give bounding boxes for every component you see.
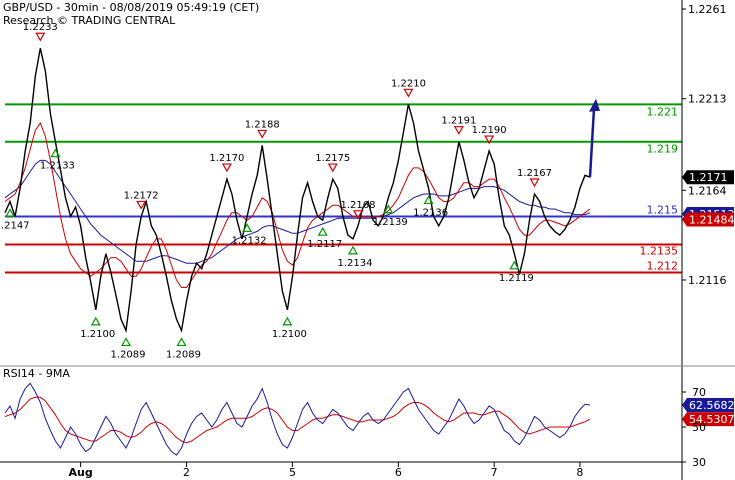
swing-low-label: 1.2089 <box>111 349 146 360</box>
swing-high-marker <box>327 163 338 173</box>
rsi-y-tick-label: 70 <box>692 386 706 399</box>
swing-low-label: 1.2134 <box>337 258 372 269</box>
x-tick-label: 8 <box>576 466 583 479</box>
swing-high-marker <box>35 32 46 42</box>
swing-high-marker <box>352 210 364 220</box>
x-tick-label: 5 <box>289 466 296 479</box>
swing-low-marker <box>282 316 293 326</box>
swing-low-label: 1.2139 <box>373 217 408 228</box>
swing-high-marker <box>453 126 464 135</box>
swing-high-label: 1.2190 <box>472 125 507 136</box>
swing-low-marker <box>242 223 253 233</box>
price-tag: 1.2171 <box>689 171 728 184</box>
rsi-tag-bg <box>682 398 734 413</box>
level-label-support-12135: 1.2135 <box>640 244 679 257</box>
swing-low-label: 1.2100 <box>80 329 115 340</box>
chart-header-line1: GBP/USD - 30min - 08/08/2019 05:49:19 (C… <box>3 1 260 14</box>
forecast-arrow-shaft <box>588 108 596 178</box>
swing-low-marker <box>90 316 101 326</box>
swing-high-marker <box>257 129 268 139</box>
swing-low-label: 1.2132 <box>232 235 267 246</box>
swing-low-marker <box>383 204 394 214</box>
swing-low-label: 1.2089 <box>166 349 201 360</box>
y-tick-label: 1.2213 <box>688 93 727 106</box>
x-tick-label: 6 <box>395 466 402 479</box>
swing-low-marker <box>317 226 328 236</box>
forecast-arrow-head <box>589 98 600 112</box>
swing-high-label: 1.2188 <box>245 119 280 130</box>
x-tick-label: 7 <box>491 466 498 479</box>
y-tick-label: 1.2116 <box>688 274 727 287</box>
swing-high-marker <box>529 178 540 188</box>
swing-low-label: 1.2119 <box>499 273 534 284</box>
swing-high-marker <box>136 200 147 210</box>
swing-high-label: 1.2210 <box>391 78 426 89</box>
level-label-pivot-1215: 1.215 <box>647 203 679 216</box>
swing-low-label: 1.2133 <box>40 161 75 172</box>
rsi-tag: 54.5307 <box>689 413 735 426</box>
swing-high-marker <box>221 163 232 173</box>
chart-header-line2: Research © TRADING CENTRAL <box>3 14 176 27</box>
swing-low-marker <box>50 148 61 158</box>
swing-low-marker <box>509 260 520 270</box>
price-tag-bg <box>682 170 734 185</box>
y-tick-label: 1.2261 <box>688 3 727 16</box>
rsi-y-tick-label: 50 <box>692 421 706 434</box>
swing-high-marker <box>484 135 495 145</box>
rsi-tag-bg <box>682 412 734 427</box>
rsi-ma-line <box>4 396 591 444</box>
rsi-y-tick-label: 30 <box>692 456 706 469</box>
swing-low-marker <box>121 337 132 347</box>
swing-high-label: 1.2167 <box>517 168 552 179</box>
price-line <box>4 48 591 334</box>
swing-high-label: 1.2170 <box>209 153 244 164</box>
x-tick-label: 2 <box>183 466 190 479</box>
level-label-resistance-1221: 1.221 <box>647 105 679 118</box>
swing-high-label: 1.2191 <box>441 116 476 127</box>
swing-low-marker <box>347 245 359 255</box>
swing-low-marker <box>423 195 434 205</box>
price-tag: 1.21484 <box>689 213 735 226</box>
swing-low-label: 1.2117 <box>307 239 342 250</box>
rsi-title: RSI14 - 9MA <box>3 367 70 380</box>
swing-low-label: 1.2136 <box>413 207 448 218</box>
price-tag-bg <box>682 212 734 227</box>
swing-low-marker <box>176 337 187 347</box>
swing-high-label: 1.2233 <box>23 22 58 33</box>
swing-high-label: 1.2172 <box>124 190 159 201</box>
level-label-support-1212: 1.212 <box>647 260 679 273</box>
price-panel: 1.221 1.219 1.215 1.2135 1.212 1.2233 1.2172 1.… <box>0 22 735 360</box>
swing-low-label: 1.2147 <box>0 221 30 232</box>
rsi-tag: 62.5682 <box>689 399 735 412</box>
swing-high-label: 1.2168 <box>341 200 376 211</box>
rsi-line <box>4 382 591 456</box>
x-tick-label: Aug <box>69 466 93 479</box>
y-tick-label: 1.2164 <box>688 184 727 197</box>
swing-low-label: 1.2100 <box>272 329 307 340</box>
level-label-resistance-1219: 1.219 <box>647 143 679 156</box>
swing-high-marker <box>403 88 414 98</box>
swing-low-marker <box>5 208 16 218</box>
swing-high-label: 1.2175 <box>315 153 350 164</box>
